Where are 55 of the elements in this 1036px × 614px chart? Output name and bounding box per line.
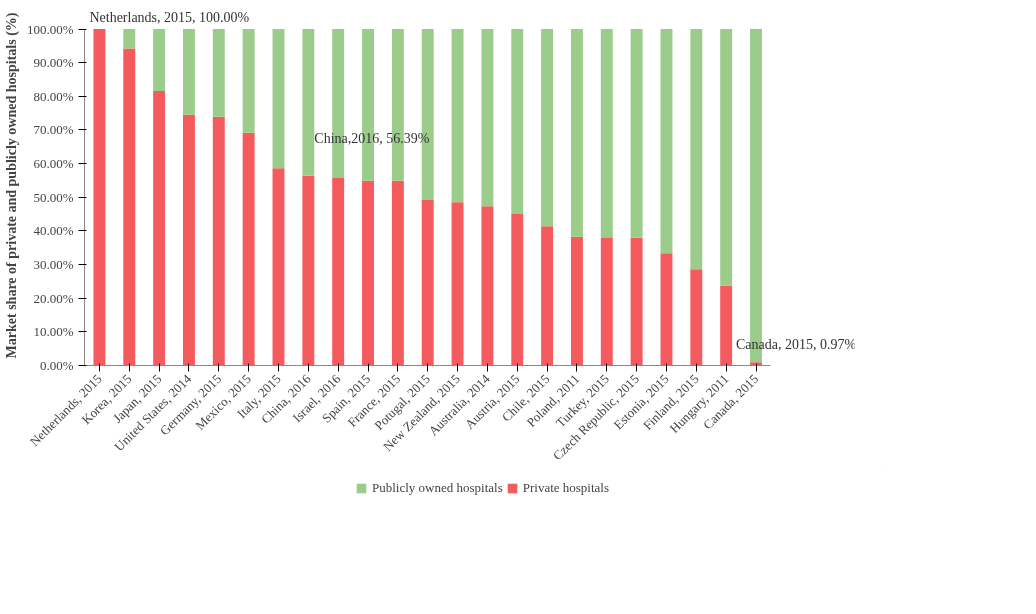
- bar: [690, 269, 703, 366]
- bar: [451, 29, 464, 203]
- bar: [391, 180, 404, 366]
- bar: [153, 90, 166, 366]
- y-tick-label: 60.00%: [33, 156, 74, 172]
- bar: [541, 226, 554, 366]
- bar: [720, 285, 733, 366]
- y-tick-label: 90.00%: [33, 55, 74, 71]
- bar: [630, 237, 643, 366]
- bar: [481, 29, 494, 207]
- bar: [660, 253, 673, 366]
- bar: [212, 116, 225, 366]
- bar: [481, 206, 494, 366]
- y-tick-label: 80.00%: [33, 88, 74, 104]
- bar: [660, 29, 673, 254]
- bar: [421, 199, 434, 366]
- bar: [242, 132, 255, 366]
- y-tick-label: 20.00%: [33, 290, 74, 306]
- bar: [153, 29, 166, 91]
- bar: [511, 214, 524, 366]
- bar: [541, 29, 554, 227]
- bar: [182, 29, 195, 115]
- bar: [93, 29, 106, 366]
- annotation: Netherlands, 2015, 100.00%: [89, 10, 250, 26]
- bar: [302, 175, 315, 366]
- bar: [302, 29, 315, 176]
- y-tick-label: 0.00%: [39, 358, 74, 373]
- legend-label: Private hospitals: [522, 480, 610, 496]
- bar: [600, 237, 613, 366]
- legend-label: Publicly owned hospitals: [371, 480, 503, 496]
- bar: [123, 48, 136, 366]
- y-tick-label: 100.00%: [26, 21, 74, 37]
- bar: [123, 29, 136, 49]
- bar: [690, 29, 703, 270]
- bar: [272, 29, 285, 169]
- bar: [720, 29, 733, 286]
- y-tick-label: 50.00%: [33, 189, 74, 205]
- bar: [570, 236, 583, 366]
- bar: [630, 29, 643, 238]
- bar: [332, 178, 345, 366]
- bar: [182, 114, 195, 366]
- y-tick-label: 70.00%: [33, 122, 74, 138]
- bar: [600, 29, 613, 238]
- bar: [362, 180, 374, 366]
- y-axis-title: Market share of private and publicly owned hospitals (%): [3, 12, 20, 359]
- y-tick-label: 30.00%: [33, 257, 74, 273]
- bar: [570, 29, 583, 237]
- bar: [272, 168, 285, 366]
- bar: [750, 362, 762, 366]
- bar: [212, 29, 225, 117]
- bar: [511, 29, 524, 215]
- bar: [242, 29, 255, 133]
- bar: [451, 202, 464, 366]
- y-tick-label: 10.00%: [33, 324, 74, 340]
- y-tick-label: 40.00%: [33, 223, 74, 239]
